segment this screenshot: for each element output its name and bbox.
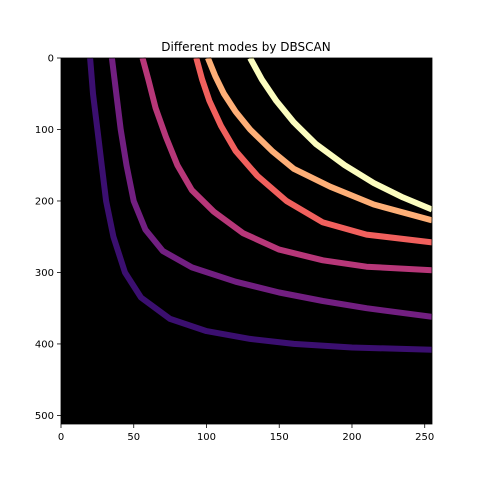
y-tick-label: 400 [35,339,54,350]
cluster-curve-1 [87,57,433,353]
cluster-curve-5 [205,56,433,224]
y-axis: 0 100 200 300 400 500 [35,54,61,422]
y-tick-label: 100 [35,125,54,136]
y-tick-label: 200 [35,196,54,207]
cluster-curve-6 [247,56,434,213]
cluster-curves [87,56,434,353]
plot-frame [60,57,433,425]
x-tick-label: 150 [270,432,289,443]
x-tick-label: 100 [197,432,216,443]
x-tick-label: 50 [127,432,140,443]
chart-title: Different modes by DBSCAN [161,40,330,54]
x-tick-label: 200 [342,432,361,443]
cluster-curve-3 [139,57,433,274]
y-tick-label: 500 [35,411,54,422]
cluster-curve-2 [108,57,433,320]
x-axis: 0 50 100 150 200 250 [58,424,434,443]
y-tick-label: 300 [35,268,54,279]
x-tick-label: 0 [58,432,64,443]
x-tick-label: 250 [415,432,434,443]
cluster-curve-4 [193,57,433,246]
plot-area [61,58,432,424]
y-tick-label: 0 [48,54,54,65]
